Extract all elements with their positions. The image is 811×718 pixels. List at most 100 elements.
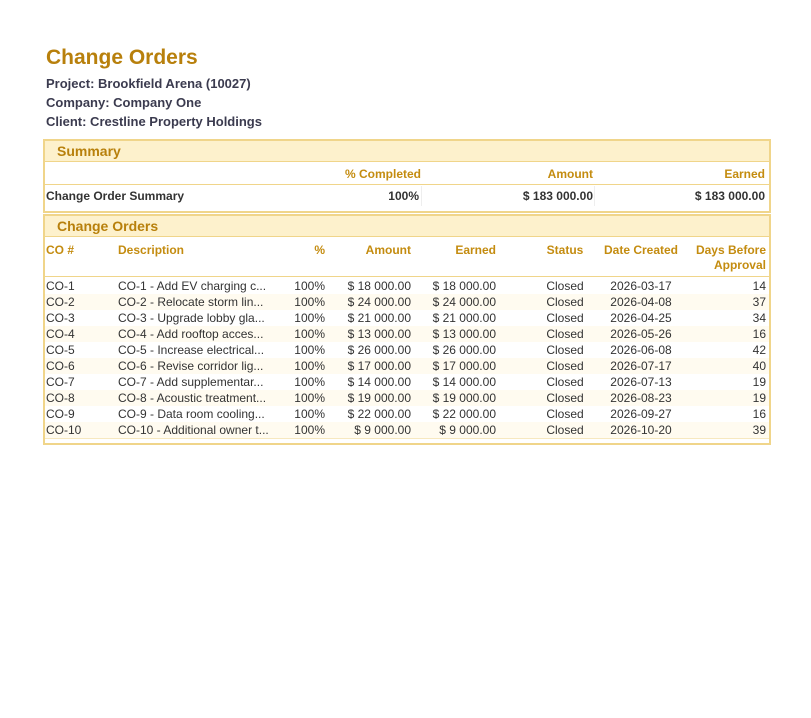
table-cell: 2026-09-27	[610, 407, 672, 421]
table-cell: 100%	[294, 407, 325, 421]
company: Company: Company One	[46, 95, 202, 110]
table-cell: $ 21 000.00	[432, 311, 496, 325]
table-cell: CO-1 - Add EV charging c...	[118, 279, 267, 293]
table-cell: 37	[752, 295, 766, 309]
table-cell: CO-4	[46, 327, 75, 341]
table-cell: Closed	[546, 375, 584, 389]
table-cell: 42	[752, 343, 766, 357]
table-cell: 2026-10-20	[610, 423, 672, 437]
table-cell: $ 26 000.00	[432, 343, 496, 357]
column-header: Status	[546, 243, 584, 257]
table-cell: CO-10 - Additional owner t...	[118, 423, 269, 437]
table-cell: CO-1	[46, 279, 75, 293]
summary-column-header: Amount	[547, 167, 593, 181]
table-cell: 2026-07-13	[610, 375, 672, 389]
table-cell: 100%	[294, 327, 325, 341]
table-cell: 14	[752, 279, 766, 293]
summary-label: Change Order Summary	[46, 189, 185, 203]
table-cell: $ 17 000.00	[432, 359, 496, 373]
table-cell: 100%	[294, 359, 325, 373]
table-cell: $ 18 000.00	[432, 279, 496, 293]
table-cell: 100%	[294, 279, 325, 293]
table-cell: 16	[752, 327, 766, 341]
table-cell: 2026-04-25	[610, 311, 672, 325]
table-cell: Closed	[546, 407, 584, 421]
summary-column-header: Earned	[724, 167, 765, 181]
table-cell: 2026-03-17	[610, 279, 672, 293]
column-header: Date Created	[603, 243, 679, 257]
page-title: Change Orders	[46, 46, 198, 69]
table-cell: CO-6 - Revise corridor lig...	[118, 359, 264, 373]
column-header: Days Before Approval	[695, 243, 766, 272]
table-cell: $ 22 000.00	[432, 407, 496, 421]
divider	[45, 276, 769, 277]
summary-value: $ 183 000.00	[694, 189, 765, 203]
divider	[45, 184, 769, 185]
table-cell: Closed	[546, 423, 584, 437]
table-cell: $ 14 000.00	[432, 375, 496, 389]
table-cell: $ 22 000.00	[347, 407, 411, 421]
table-cell: $ 19 000.00	[347, 391, 411, 405]
table-cell: 100%	[294, 295, 325, 309]
table-cell: CO-7	[46, 375, 75, 389]
table-cell: Closed	[546, 311, 584, 325]
table-cell: 100%	[294, 375, 325, 389]
table-cell: Closed	[546, 295, 584, 309]
table-cell: CO-8	[46, 391, 75, 405]
table-cell: $ 13 000.00	[347, 327, 411, 341]
project: Project: Brookfield Arena (10027)	[46, 76, 251, 91]
table-cell: $ 21 000.00	[347, 311, 411, 325]
table-cell: CO-9	[46, 407, 75, 421]
table-cell: $ 9 000.00	[439, 423, 496, 437]
divider	[421, 186, 422, 206]
table-cell: Closed	[546, 279, 584, 293]
table-cell: 2026-08-23	[610, 391, 672, 405]
table-cell: 2026-04-08	[610, 295, 672, 309]
table-cell: CO-2 - Relocate storm lin...	[118, 295, 264, 309]
table-cell: CO-5	[46, 343, 75, 357]
table-cell: 39	[752, 423, 766, 437]
divider	[594, 186, 595, 206]
table-cell: 16	[752, 407, 766, 421]
table-cell: 2026-07-17	[610, 359, 672, 373]
orders-title: Change Orders	[57, 218, 159, 234]
table-cell: 40	[752, 359, 766, 373]
column-header: Earned	[455, 243, 496, 257]
table-cell: $ 26 000.00	[347, 343, 411, 357]
table-cell: CO-5 - Increase electrical...	[118, 343, 265, 357]
orders-header: Change Orders	[45, 216, 769, 237]
table-cell: CO-4 - Add rooftop acces...	[118, 327, 264, 341]
table-cell: Closed	[546, 391, 584, 405]
summary-title: Summary	[57, 143, 121, 159]
table-cell: CO-10	[46, 423, 82, 437]
table-cell: $ 19 000.00	[432, 391, 496, 405]
table-cell: $ 13 000.00	[432, 327, 496, 341]
table-cell: Closed	[546, 359, 584, 373]
table-cell: CO-3 - Upgrade lobby gla...	[118, 311, 265, 325]
table-cell: 100%	[294, 423, 325, 437]
table-cell: $ 9 000.00	[354, 423, 411, 437]
table-cell: 2026-06-08	[610, 343, 672, 357]
table-cell: 19	[752, 391, 766, 405]
table-cell: 19	[752, 375, 766, 389]
orders-box: Change Orders CO # Description% Amount Earn…	[43, 214, 771, 445]
column-header: Description	[118, 243, 185, 257]
column-header: CO #	[46, 243, 75, 257]
table-cell: 34	[752, 311, 766, 325]
table-cell: $ 14 000.00	[347, 375, 411, 389]
summary-value: $ 183 000.00	[522, 189, 593, 203]
table-cell: CO-9 - Data room cooling...	[118, 407, 265, 421]
row-background	[45, 422, 769, 439]
table-cell: CO-6	[46, 359, 75, 373]
table-cell: Closed	[546, 343, 584, 357]
table-cell: $ 18 000.00	[347, 279, 411, 293]
table-cell: CO-8 - Acoustic treatment...	[118, 391, 267, 405]
table-cell: $ 17 000.00	[347, 359, 411, 373]
summary-box: Summary % Completed Amount Earned Change Or…	[43, 139, 771, 213]
column-header: Amount	[365, 243, 411, 257]
table-cell: $ 24 000.00	[347, 295, 411, 309]
summary-header: Summary	[45, 141, 769, 162]
table-cell: CO-2	[46, 295, 75, 309]
table-cell: 100%	[294, 343, 325, 357]
